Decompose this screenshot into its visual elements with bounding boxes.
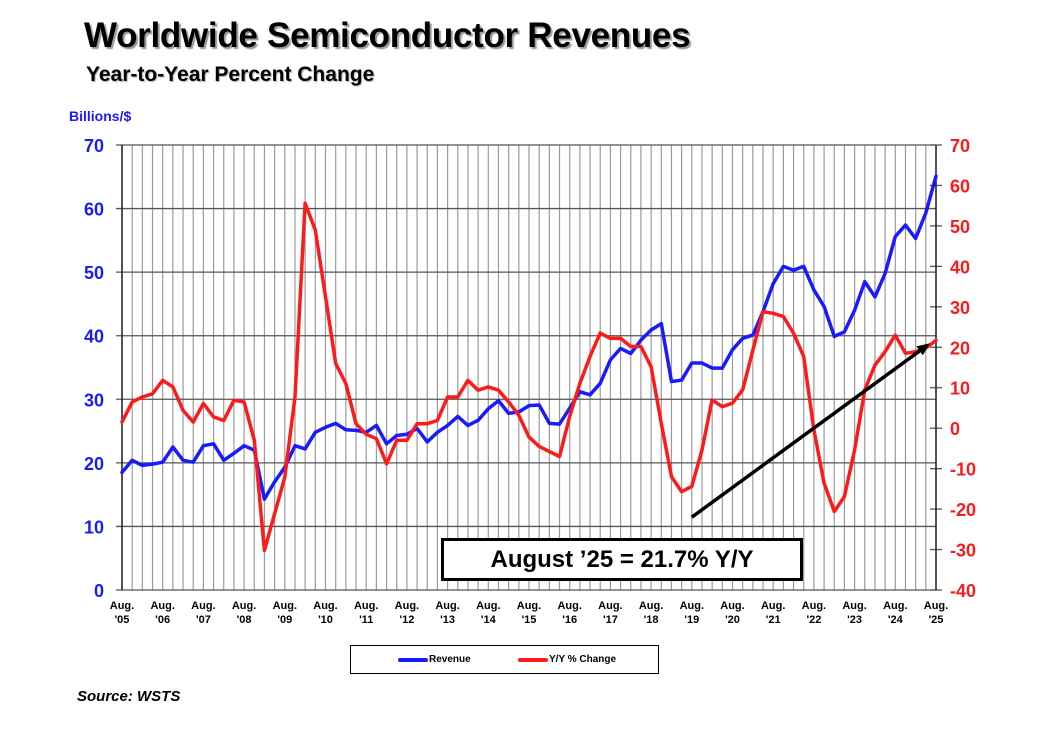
right-tick-label: 30 bbox=[950, 298, 970, 318]
x-tick-label: Aug. bbox=[313, 600, 337, 612]
x-tick-label: Aug. bbox=[924, 600, 948, 612]
x-tick-label: '15 bbox=[522, 614, 537, 626]
left-tick-label: 0 bbox=[94, 581, 104, 601]
x-tick-label: '06 bbox=[155, 614, 170, 626]
right-tick-label: 40 bbox=[950, 257, 970, 277]
x-tick-label: '20 bbox=[725, 614, 740, 626]
right-tick-label: 50 bbox=[950, 217, 970, 237]
x-tick-label: Aug. bbox=[395, 600, 419, 612]
x-tick-label: '14 bbox=[481, 614, 497, 626]
legend-swatch-yoy bbox=[518, 657, 548, 662]
legend-label-yoy: Y/Y % Change bbox=[549, 654, 617, 665]
x-tick-label: '09 bbox=[277, 614, 292, 626]
x-tick-label: '13 bbox=[440, 614, 455, 626]
x-tick-label: Aug. bbox=[680, 600, 704, 612]
left-tick-label: 40 bbox=[84, 327, 104, 347]
x-tick-label: '07 bbox=[196, 614, 211, 626]
chart-subtitle: Year-to-Year Percent Change bbox=[86, 63, 375, 86]
x-tick-label: '24 bbox=[888, 614, 904, 626]
x-tick-label: '25 bbox=[929, 614, 944, 626]
x-tick-label: Aug. bbox=[150, 600, 174, 612]
x-tick-label: '21 bbox=[766, 614, 781, 626]
x-tick-label: Aug. bbox=[720, 600, 744, 612]
x-tick-label: Aug. bbox=[273, 600, 297, 612]
x-tick-label: Aug. bbox=[761, 600, 785, 612]
x-tick-label: '11 bbox=[359, 614, 373, 626]
right-tick-label: -10 bbox=[950, 460, 976, 480]
x-tick-label: Aug. bbox=[639, 600, 663, 612]
x-tick-label: Aug. bbox=[232, 600, 256, 612]
left-tick-label: 60 bbox=[84, 200, 104, 220]
right-tick-label: 20 bbox=[950, 338, 970, 358]
source-note: Source: WSTS bbox=[77, 688, 181, 705]
x-tick-label: '12 bbox=[399, 614, 414, 626]
annotation-box: August ’25 = 21.7% Y/Y bbox=[441, 538, 803, 581]
left-tick-label: 10 bbox=[84, 517, 104, 537]
y-axis-label: Billions/$ bbox=[69, 108, 132, 124]
x-tick-label: '08 bbox=[237, 614, 252, 626]
x-tick-label: Aug. bbox=[883, 600, 907, 612]
x-tick-label: Aug. bbox=[842, 600, 866, 612]
x-tick-label: '16 bbox=[562, 614, 577, 626]
trend-arrow bbox=[690, 347, 924, 519]
x-tick-label: '05 bbox=[115, 614, 130, 626]
right-tick-label: 60 bbox=[950, 176, 970, 196]
right-tick-label: -40 bbox=[950, 581, 976, 601]
x-tick-label: '23 bbox=[847, 614, 862, 626]
x-tick-label: Aug. bbox=[191, 600, 215, 612]
x-tick-label: '17 bbox=[603, 614, 618, 626]
x-tick-label: Aug. bbox=[354, 600, 378, 612]
x-tick-label: Aug. bbox=[110, 600, 134, 612]
legend: Revenue Y/Y % Change bbox=[350, 645, 659, 674]
right-tick-label: 0 bbox=[950, 419, 960, 439]
legend-item-revenue: Revenue bbox=[398, 654, 471, 665]
x-tick-label: '22 bbox=[806, 614, 821, 626]
legend-swatch-revenue bbox=[398, 657, 428, 662]
left-tick-label: 30 bbox=[84, 390, 104, 410]
right-tick-label: -20 bbox=[950, 500, 976, 520]
x-tick-label: Aug. bbox=[557, 600, 581, 612]
legend-label-revenue: Revenue bbox=[429, 654, 471, 665]
chart-title: Worldwide Semiconductor Revenues bbox=[84, 16, 691, 55]
left-tick-label: 50 bbox=[84, 263, 104, 283]
right-tick-label: -30 bbox=[950, 541, 976, 561]
left-tick-label: 70 bbox=[84, 136, 104, 156]
legend-item-yoy: Y/Y % Change bbox=[518, 654, 616, 665]
trend-arrow-head bbox=[916, 343, 930, 356]
x-tick-label: Aug. bbox=[598, 600, 622, 612]
x-tick-label: Aug. bbox=[517, 600, 541, 612]
x-tick-label: '10 bbox=[318, 614, 333, 626]
right-tick-label: 10 bbox=[950, 379, 970, 399]
right-tick-label: 70 bbox=[950, 136, 970, 156]
x-tick-label: '18 bbox=[644, 614, 659, 626]
left-tick-label: 20 bbox=[84, 454, 104, 474]
x-tick-label: Aug. bbox=[802, 600, 826, 612]
x-tick-label: Aug. bbox=[435, 600, 459, 612]
x-tick-label: '19 bbox=[684, 614, 699, 626]
x-tick-label: Aug. bbox=[476, 600, 500, 612]
